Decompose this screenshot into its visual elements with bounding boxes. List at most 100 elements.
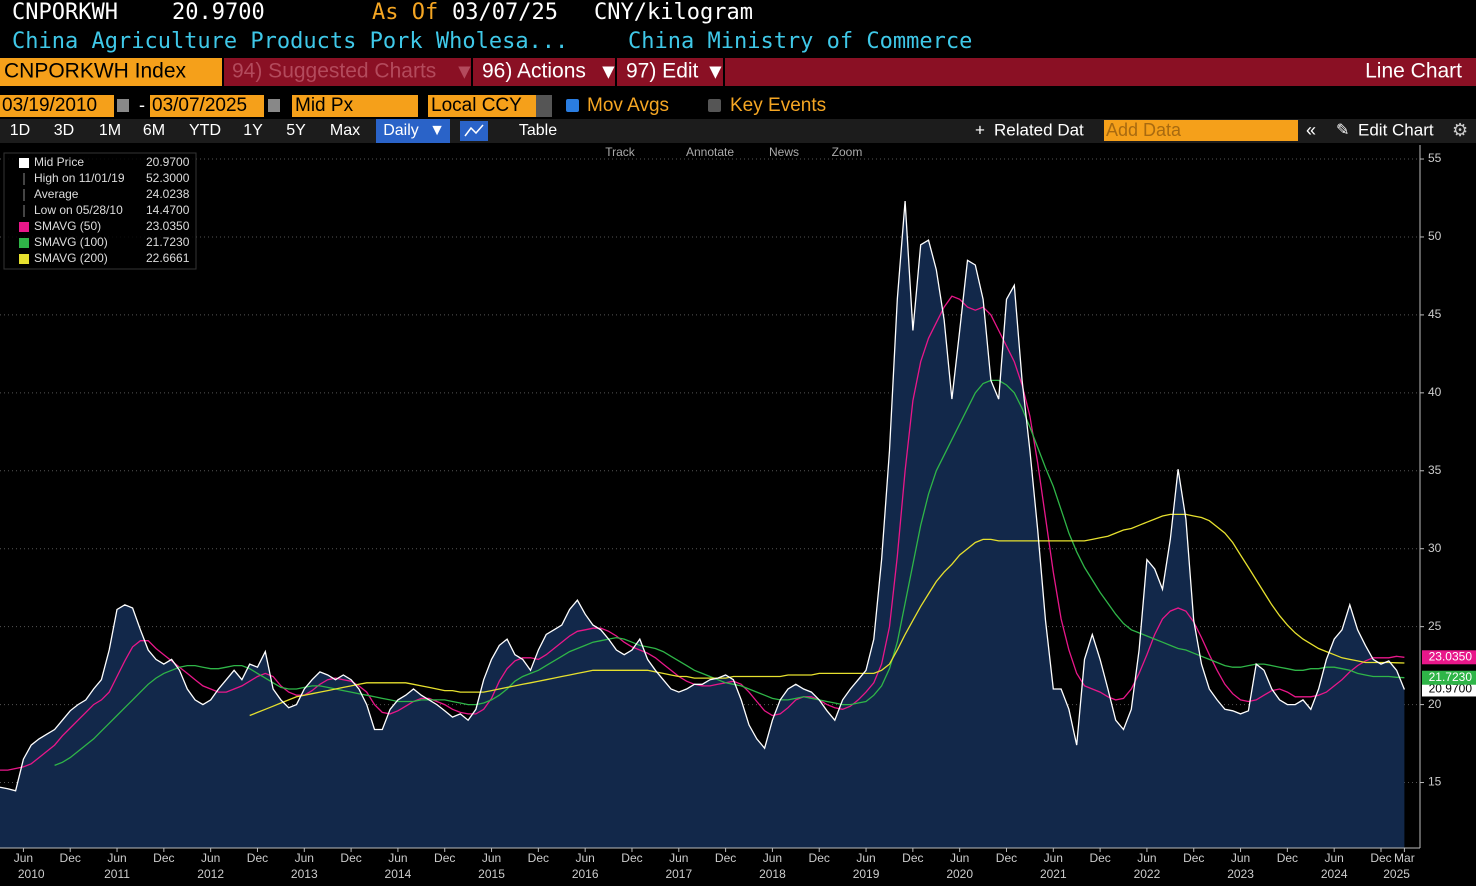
add-data[interactable]: Add Data: [1106, 120, 1182, 140]
start-date[interactable]: 03/19/2010: [2, 95, 97, 116]
x-tick-label: Jun: [1324, 851, 1343, 865]
legend-label: SMAVG (100): [34, 235, 108, 249]
x-tick-label: Dec: [996, 851, 1017, 865]
x-tick-label: Jun: [1044, 851, 1063, 865]
table-button[interactable]: Table: [519, 122, 557, 139]
legend-value: 24.0238: [146, 187, 190, 201]
x-year-label: 2016: [572, 867, 599, 881]
overlay: Track Annotate News Zoom152025303540455055J…: [0, 145, 1476, 881]
period-button[interactable]: 1Y: [243, 122, 263, 139]
moving-average-line: [54, 379, 1405, 767]
source: China Ministry of Commerce: [628, 29, 972, 54]
x-year-label: 2010: [18, 867, 45, 881]
y-tick-label: 35: [1428, 463, 1442, 477]
x-tick-label: Jun: [14, 851, 33, 865]
currency[interactable]: Local CCY: [431, 95, 522, 116]
settings-gear[interactable]: ⚙: [1452, 120, 1468, 140]
period-button[interactable]: 1M: [99, 122, 121, 139]
x-year-label: 2020: [946, 867, 973, 881]
y-tick-label: 25: [1428, 619, 1442, 633]
field[interactable]: Mid Px: [295, 95, 354, 116]
legend-value: 21.7230: [146, 235, 190, 249]
period-button[interactable]: 3D: [54, 122, 74, 139]
mov-avgs-checkbox[interactable]: [566, 99, 579, 112]
y-tick-label: 20: [1428, 697, 1442, 711]
x-year-label: 2019: [853, 867, 880, 881]
plus: +: [975, 120, 985, 139]
x-year-label: 2011: [104, 867, 130, 881]
x-year-label: 2024: [1321, 867, 1348, 881]
x-tick-label: Dec: [902, 851, 923, 865]
x-tick-label: Dec: [1089, 851, 1110, 865]
key-events[interactable]: Key Events: [730, 95, 826, 116]
chart-tool[interactable]: Zoom: [832, 145, 863, 159]
mov-avgs[interactable]: Mov Avgs: [587, 95, 669, 116]
x-year-label: 2022: [1134, 867, 1161, 881]
price-tag: [1422, 650, 1476, 665]
dropdown-arrow: ▼: [429, 122, 445, 139]
x-tick-label: Dec: [1183, 851, 1204, 865]
end-date[interactable]: 03/07/2025: [152, 95, 247, 116]
price-tag-label: 23.0350: [1429, 649, 1473, 663]
legend-value: 22.6661: [146, 251, 190, 265]
calendar-icon[interactable]: [268, 99, 280, 112]
x-tick-label: Jun: [1231, 851, 1250, 865]
menu-edit[interactable]: 97) Edit: [626, 60, 699, 83]
period-button[interactable]: Max: [330, 122, 360, 139]
x-tick-label: Jun: [575, 851, 594, 865]
security-box[interactable]: [0, 58, 222, 86]
key-events-checkbox[interactable]: [708, 99, 721, 112]
start-date-box[interactable]: [0, 95, 114, 117]
legend-label: Low on 05/28/10: [34, 203, 123, 217]
x-tick-label: Dec: [60, 851, 81, 865]
period-button[interactable]: 6M: [143, 122, 165, 139]
menu-suggested[interactable]: 94) Suggested Charts: [232, 60, 436, 83]
edit-chart[interactable]: Edit Chart: [1358, 120, 1434, 139]
y-tick-label: 15: [1428, 775, 1442, 789]
y-tick-label: 30: [1428, 541, 1442, 555]
security-field[interactable]: CNPORKWH Index: [4, 60, 187, 83]
legend-label: Mid Price: [34, 155, 84, 169]
period-button[interactable]: 1D: [10, 122, 30, 139]
period-button[interactable]: YTD: [189, 122, 221, 139]
x-tick-label: Jun: [107, 851, 126, 865]
legend-value: 14.4700: [146, 203, 190, 217]
currency-dropdown[interactable]: [536, 95, 552, 117]
chart-tool[interactable]: Annotate: [686, 145, 734, 159]
x-year-label: 2021: [1040, 867, 1067, 881]
legend-value: 23.0350: [146, 219, 190, 233]
x-tick-label: Jun: [856, 851, 875, 865]
menu-bar: [224, 58, 1476, 86]
collapse[interactable]: «: [1306, 120, 1316, 140]
x-tick-label: Dec: [340, 851, 361, 865]
y-tick-label: 55: [1428, 151, 1442, 165]
chart-tool[interactable]: Track: [605, 145, 636, 159]
x-tick-label: Dec: [621, 851, 642, 865]
chart-tool[interactable]: News: [769, 145, 799, 159]
price-tag: [1422, 670, 1476, 685]
ticker: CNPORKWH: [12, 0, 118, 25]
period-button[interactable]: 5Y: [286, 122, 306, 139]
add-data-box[interactable]: [1104, 120, 1298, 141]
menu-actions[interactable]: 96) Actions: [482, 60, 586, 83]
end-date-box[interactable]: [150, 95, 264, 117]
x-year-label: 2014: [385, 867, 412, 881]
frequency-button[interactable]: [376, 119, 450, 143]
x-tick-label: Jun: [482, 851, 501, 865]
legend-value: 20.9700: [146, 155, 190, 169]
frequency[interactable]: Daily: [383, 122, 419, 139]
x-tick-label: Jun: [763, 851, 782, 865]
legend-swatch: [19, 254, 29, 264]
calendar-icon[interactable]: [117, 99, 129, 112]
x-tick-label: Mar: [1394, 851, 1415, 865]
related-data[interactable]: Related Dat: [994, 120, 1084, 139]
x-year-label: 2023: [1227, 867, 1254, 881]
currency-box[interactable]: [428, 95, 536, 117]
x-tick-label: Dec: [715, 851, 736, 865]
legend-label: High on 11/01/19: [34, 171, 125, 185]
x-tick-label: Jun: [201, 851, 220, 865]
dropdown-arrow: ▼: [598, 61, 619, 84]
field-box[interactable]: [292, 95, 418, 117]
